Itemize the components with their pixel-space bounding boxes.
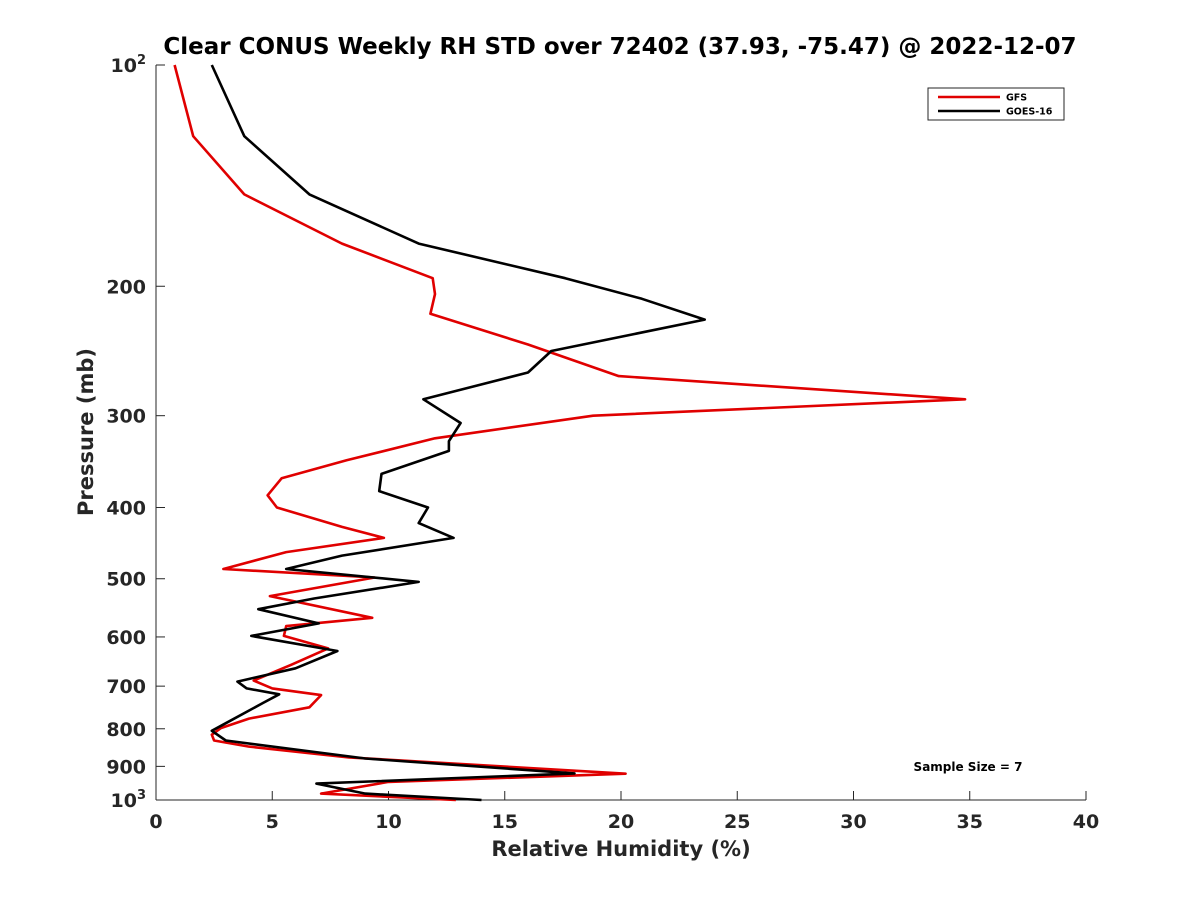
- legend-box: [927, 87, 1065, 121]
- x-tick-label: 35: [957, 811, 983, 833]
- y-axis-label: Pressure (mb): [74, 348, 98, 516]
- y-tick-label: 200: [106, 276, 146, 298]
- x-axis-label: Relative Humidity (%): [491, 837, 750, 861]
- x-tick-label: 5: [266, 811, 279, 833]
- y-ticks: 102 200 300 400 500 600 700 800 900 103: [106, 53, 165, 812]
- x-ticks: 0 5 10 15 20 25 30 35 40: [149, 791, 1099, 833]
- series-line-goes16: [210, 64, 707, 802]
- x-tick-label: 0: [149, 811, 162, 833]
- x-tick-label: 15: [492, 811, 518, 833]
- y-tick-label: 500: [106, 569, 146, 591]
- series-layer: [173, 64, 967, 802]
- x-tick-label: 10: [375, 811, 401, 833]
- y-tick-label: 300: [106, 406, 146, 428]
- x-tick-label: 25: [724, 811, 750, 833]
- legend-label-gfs: GFS: [1006, 93, 1027, 104]
- legend-label-goes16: GOES-16: [1006, 107, 1053, 118]
- y-tick-label: 900: [106, 756, 146, 778]
- sample-size-annotation: Sample Size = 7: [914, 760, 1023, 774]
- y-tick-label: 800: [106, 719, 146, 741]
- y-tick-label: 600: [106, 627, 146, 649]
- y-tick-label: 400: [106, 498, 146, 520]
- x-tick-label: 20: [608, 811, 634, 833]
- y-tick-label: 700: [106, 676, 146, 698]
- chart-title: Clear CONUS Weekly RH STD over 72402 (37…: [163, 34, 1076, 60]
- x-tick-label: 30: [840, 811, 866, 833]
- x-tick-label: 40: [1073, 811, 1099, 833]
- y-tick-label: 102: [111, 53, 147, 77]
- y-tick-label: 103: [111, 788, 147, 812]
- legend: GFS GOES-16: [927, 87, 1065, 121]
